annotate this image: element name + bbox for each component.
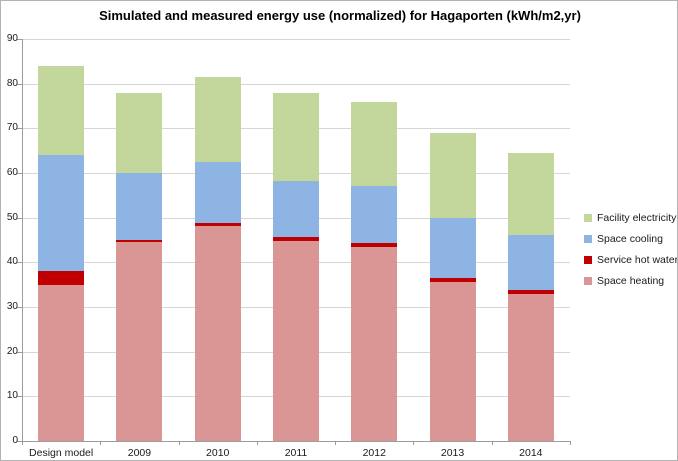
y-axis-tick-label: 10 [6,390,18,402]
x-axis-tick [100,441,102,445]
bar-segment-space-cooling [273,181,319,237]
y-axis-tick [17,39,22,40]
x-axis-tick [491,441,493,445]
legend-item: Space cooling [584,228,677,249]
y-axis-tick-label: 70 [6,122,18,134]
legend-item-label: Facility electricity [597,211,677,224]
bar-segment-space-heating [116,241,163,441]
x-axis-category-label: 2011 [284,447,308,459]
x-axis-tick [256,441,258,445]
bar-segment-space-heating [429,281,476,441]
y-axis-tick [17,173,22,174]
y-axis-tick-label: 50 [6,211,18,223]
bar-segment-facility-electricity [116,92,163,173]
x-axis-category-label: Design model [29,447,94,459]
x-axis-category-label: 2014 [519,447,543,459]
x-axis-tick [22,441,23,445]
bar-segment-space-cooling [38,155,85,272]
y-axis-tick-label: 20 [6,345,18,357]
y-axis-tick-label: 30 [6,301,18,312]
x-axis-category-label: 2012 [362,447,386,459]
y-axis-tick [17,441,22,442]
legend: Facility electricity Space cooling Service… [584,207,678,291]
y-axis-tick [17,351,22,353]
bar-segment-space-cooling [194,161,241,224]
bar-segment-service-hot-water [507,290,554,294]
y-axis-tick-label: 0 [12,435,18,446]
legend-item-label: Space heating [597,274,665,287]
gridline [22,83,570,85]
x-axis-tick [335,441,337,445]
bar-segment-facility-electricity [507,153,554,236]
x-axis-tick [178,441,180,445]
legend-item-label: Service hot water [597,253,678,266]
y-axis-tick-label: 40 [6,256,18,268]
bar-segment-space-cooling [507,235,554,291]
y-axis-tick-label: 80 [6,77,18,89]
bar-segment-facility-electricity [38,65,85,156]
bar-segment-service-hot-water [273,236,319,242]
bar-segment-facility-electricity [273,92,319,182]
x-axis-tick [413,441,415,445]
y-axis-tick [17,83,22,85]
gridline [22,39,570,40]
bar-segment-space-heating [507,293,554,441]
x-axis-category-label: 2009 [127,447,152,459]
y-axis-tick [17,128,22,130]
bar-segment-service-hot-water [38,271,85,285]
legend-item-label: Space cooling [597,232,663,245]
y-axis-tick [17,307,22,308]
bar-segment-space-heating [194,226,241,441]
y-axis-tick [17,262,22,264]
bar-segment-service-hot-water [116,239,163,242]
legend-swatch [584,255,592,264]
bar-segment-space-cooling [116,173,163,240]
legend-item: Facility electricity [584,207,677,228]
chart-title: Simulated and measured energy use (norma… [99,8,581,23]
bar-segment-space-heating [273,241,319,441]
y-axis-tick [17,396,22,398]
y-axis-tick-label: 90 [6,33,18,44]
legend-swatch [584,276,592,285]
y-axis-tick [17,217,22,219]
bar-segment-facility-electricity [429,132,476,218]
x-axis-category-label: 2013 [440,447,465,459]
bar-segment-space-heating [38,284,85,441]
bar-segment-space-cooling [351,186,398,244]
bar-segment-facility-electricity [194,76,241,162]
bar-segment-service-hot-water [351,243,398,247]
bar-segment-space-heating [351,246,398,441]
bar-segment-space-cooling [429,217,476,278]
y-axis-line [22,39,23,441]
bar-segment-service-hot-water [429,277,476,282]
bar-segment-service-hot-water [194,223,241,227]
x-axis-category-label: 2010 [206,447,230,459]
legend-item: Space heating [584,270,677,291]
legend-swatch [584,234,592,243]
x-axis-tick [570,441,571,445]
y-axis-tick-label: 60 [6,167,18,178]
legend-swatch [584,213,592,222]
legend-item: Service hot water [584,249,678,270]
bar-segment-facility-electricity [351,101,398,187]
x-axis-line [22,441,571,442]
